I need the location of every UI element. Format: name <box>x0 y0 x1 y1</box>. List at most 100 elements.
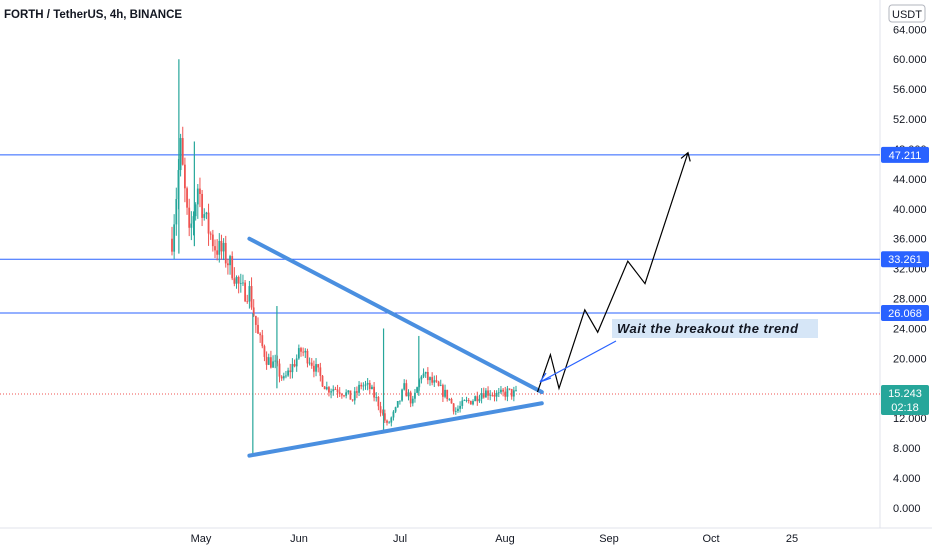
candle-body <box>416 387 418 393</box>
candle-body <box>231 256 234 279</box>
candle-body <box>282 376 285 379</box>
candle-body <box>381 412 384 414</box>
candle-body <box>390 417 393 423</box>
candle-body <box>306 350 309 364</box>
candle-body <box>310 362 313 366</box>
y-tick-label: 0.000 <box>893 503 921 515</box>
candle-body <box>343 395 345 397</box>
candle-body <box>235 276 238 284</box>
x-tick-label: May <box>191 533 212 545</box>
candle-body <box>313 365 315 372</box>
y-axis-unit: USDT <box>888 4 926 23</box>
candle-body <box>377 397 380 407</box>
level-price-tag <box>881 251 929 268</box>
level-price-tag <box>881 305 929 322</box>
candle-body <box>259 333 262 336</box>
candle-body <box>459 405 461 409</box>
candle-body <box>472 401 474 405</box>
candle-body <box>295 358 298 367</box>
candle-body <box>211 234 214 247</box>
candle-body <box>338 392 341 395</box>
horizontal-levels[interactable] <box>0 154 880 395</box>
candle-body <box>480 393 483 399</box>
candle-body <box>304 350 307 353</box>
candle-body <box>506 388 509 397</box>
last-price-tag <box>881 384 929 415</box>
y-tick-label: 24.000 <box>893 323 927 335</box>
candle-body <box>233 278 236 284</box>
candle-body <box>461 400 464 406</box>
candle-body <box>192 216 195 224</box>
y-axis-unit-label: USDT <box>892 9 922 21</box>
candle-body <box>216 250 219 255</box>
candle-body <box>422 373 425 377</box>
y-tick-label: 56.000 <box>893 84 927 96</box>
last-price-label: 15.243 <box>888 388 922 400</box>
candle-body <box>487 390 489 396</box>
projection-line <box>536 152 689 393</box>
candle-body <box>261 335 264 347</box>
annotation-text: Wait the breakout the trend <box>617 321 799 336</box>
candle-body <box>199 188 201 194</box>
candle-body <box>439 385 442 386</box>
candles <box>171 59 517 456</box>
candle-body <box>457 408 459 412</box>
candle-body <box>403 383 406 390</box>
projection-path[interactable] <box>536 151 691 393</box>
candle-body <box>386 420 388 423</box>
candle-body <box>375 397 378 398</box>
candle-body <box>332 389 335 392</box>
candle-body <box>371 386 373 390</box>
annotation[interactable]: Wait the breakout the trend <box>539 319 818 383</box>
triangle-lower-trendline <box>247 401 544 458</box>
y-tick-label: 12.000 <box>893 413 927 425</box>
candle-body <box>465 400 468 401</box>
candle-body <box>407 392 410 397</box>
level-price-label: 33.261 <box>888 254 922 266</box>
candle-body <box>227 263 229 266</box>
candle-body <box>512 390 515 397</box>
candle-body <box>515 390 517 392</box>
candle-body <box>328 387 330 393</box>
candle-body <box>222 242 225 252</box>
candle-body <box>272 361 274 368</box>
candle-body <box>489 394 492 396</box>
candle-body <box>263 346 266 357</box>
candle-body <box>308 362 311 364</box>
candle-body <box>184 164 186 189</box>
candle-body <box>366 382 369 385</box>
candle-body <box>491 394 494 396</box>
candle-body <box>405 383 408 397</box>
candle-body <box>252 307 255 316</box>
x-tick-label: Jul <box>393 533 407 545</box>
candle-body <box>278 363 281 377</box>
candle-body <box>242 282 244 284</box>
candle-body <box>347 390 350 393</box>
level-price-label: 26.068 <box>888 308 922 320</box>
y-tick-label: 4.000 <box>893 473 921 485</box>
y-tick-label: 8.000 <box>893 443 921 455</box>
unit-box <box>888 4 926 23</box>
candle-body <box>239 283 242 284</box>
candle-body <box>280 376 283 379</box>
candle-body <box>229 256 231 266</box>
candle-body <box>353 391 356 401</box>
candle-body <box>446 389 449 400</box>
candle-body <box>444 389 446 397</box>
y-tick-label: 44.000 <box>893 174 927 186</box>
candle-body <box>356 391 358 393</box>
candle-body <box>437 381 440 386</box>
candle-body <box>265 356 268 365</box>
candle-body <box>302 351 305 353</box>
candle-body <box>250 286 253 308</box>
candle-body <box>467 400 470 401</box>
candle-body <box>196 188 199 205</box>
candle-body <box>454 411 457 412</box>
x-tick-label: 25 <box>786 533 798 545</box>
y-tick-label: 20.000 <box>893 353 927 365</box>
triangle-pattern[interactable] <box>247 236 544 458</box>
candle-body <box>203 214 206 218</box>
candle-body <box>323 386 326 390</box>
